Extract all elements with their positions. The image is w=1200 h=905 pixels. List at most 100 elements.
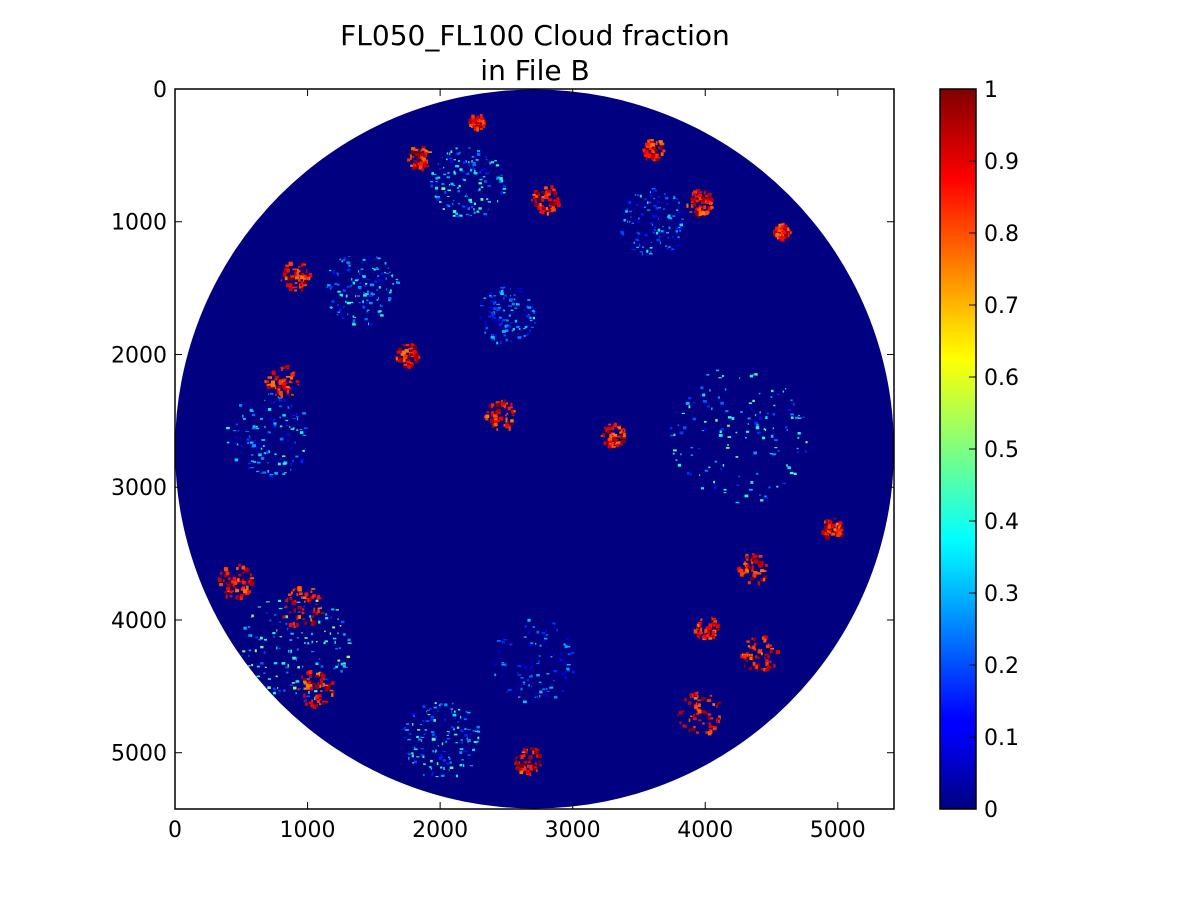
cloud-speckle [513,691,516,694]
cloud-cell-high [660,152,664,156]
cloud-speckle [644,233,648,237]
cloud-speckle [679,222,682,224]
cloud-speckle [446,158,448,161]
cloud-cell-high [516,764,520,769]
cloud-speckle [297,423,300,426]
cloud-speckle [278,400,283,402]
cloud-cell-high [551,208,556,212]
cloud-speckle [727,416,732,419]
cloud-speckle [329,285,333,289]
cloud-cell-high [309,684,313,687]
cloud-speckle [477,189,479,193]
cloud-speckle [659,241,661,245]
cloud-speckle [451,702,454,705]
cloud-speckle [539,695,541,697]
cloud-speckle [367,258,371,260]
cloud-cell-high [544,195,548,199]
cloud-speckle [477,153,481,156]
cloud-cell-high [704,629,708,633]
cloud-speckle [721,375,724,378]
cloud-cell-high [291,394,294,396]
cloud-cell-high [603,441,607,446]
cloud-speckle [395,278,399,281]
cloud-speckle [332,271,336,275]
cloud-speckle [429,766,432,768]
cloud-speckle [438,757,442,760]
cloud-cell-high [309,675,312,679]
cloud-speckle [523,335,526,337]
cloud-speckle [476,150,481,153]
cloud-speckle [805,450,807,453]
cloud-speckle [535,697,539,699]
cloud-speckle [505,338,509,342]
cloud-speckle [727,424,730,427]
cloud-cell-high [290,591,293,595]
cloud-speckle [401,728,406,730]
cloud-speckle [371,293,375,296]
cloud-speckle [453,159,456,161]
cloud-cell-high [403,363,407,366]
cloud-cell-high [621,440,626,443]
cloud-speckle [387,288,390,290]
cloud-speckle [433,702,435,704]
cloud-cell-high [294,272,297,277]
cloud-cell-high [540,198,544,202]
cloud-cell-high [764,653,769,657]
cloud-cell-high [282,272,287,277]
cloud-speckle [518,325,520,328]
cloud-speckle [568,643,571,647]
cloud-speckle [496,341,499,345]
cloud-speckle [798,415,800,417]
cloud-speckle [475,159,479,161]
cloud-speckle [796,447,799,450]
cloud-speckle [533,322,536,324]
cloud-cell-high [711,618,716,621]
cloud-speckle [790,416,794,419]
cloud-speckle [512,328,515,331]
cloud-cell-high [769,666,772,670]
cloud-speckle [484,320,488,323]
chart-title-line-2: in File B [480,54,589,87]
cloud-cell-high [268,376,271,379]
cloud-speckle [492,317,496,319]
cloud-cell-high [552,188,556,192]
cloud-cell-high [476,115,480,119]
cloud-speckle [655,248,657,252]
cloud-speckle [522,656,527,660]
cloud-speckle [769,453,773,455]
cloud-speckle [518,290,522,293]
cloud-cell-high [418,149,420,152]
cloud-cell-high [553,199,558,203]
cloud-cell-high [235,588,238,593]
cloud-cell-high [713,726,717,728]
cloud-cell-high [418,162,422,166]
cloud-speckle [671,250,676,252]
cloud-cell-high [750,558,752,562]
cloud-cell-high [290,372,295,377]
cloud-speckle [302,434,307,436]
cloud-speckle [325,613,328,616]
cloud-cell-high [301,675,303,679]
cloud-speckle [472,730,475,732]
cloud-speckle [417,729,421,731]
cloud-speckle [337,304,339,306]
cloud-cell-high [716,628,720,631]
cloud-cell-high [645,142,650,146]
cloud-speckle [500,292,504,295]
cloud-cell-high [704,199,708,202]
cloud-cell-high [401,350,407,355]
cloud-speckle [363,291,365,295]
cloud-speckle [690,454,693,456]
cloud-speckle [652,231,655,234]
cloud-speckle [273,691,276,695]
cloud-speckle [568,680,571,683]
cloud-speckle [561,690,564,692]
cloud-cell-high [655,140,658,146]
cloud-speckle [307,642,310,645]
cloud-cell-high [288,593,292,596]
cloud-speckle [430,759,433,763]
cloud-cell-high [406,360,411,364]
cloud-cell-high [647,153,651,158]
cloud-cell-high [278,381,283,385]
cloud-speckle [302,665,304,668]
